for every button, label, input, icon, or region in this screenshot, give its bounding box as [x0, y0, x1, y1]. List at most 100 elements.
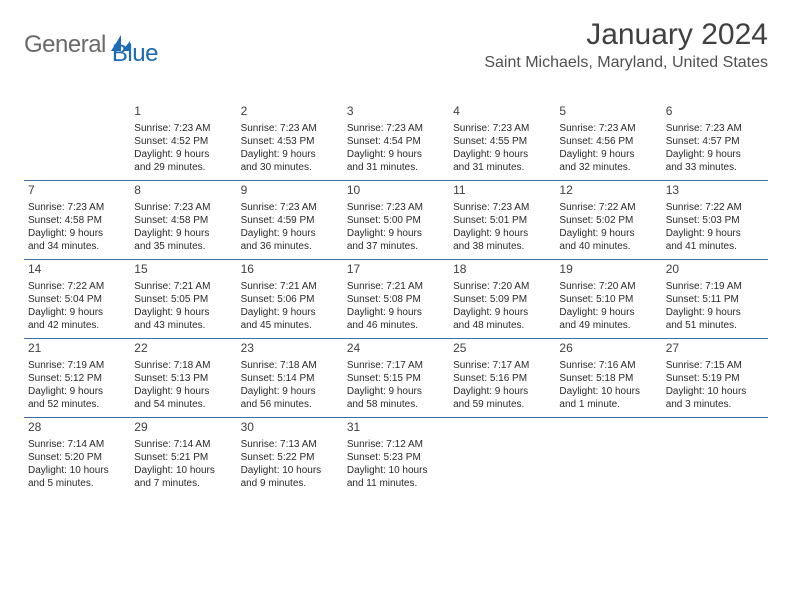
day-info-line: Sunset: 5:02 PM [559, 214, 657, 227]
day-number: 17 [347, 262, 445, 278]
day-cell: 12Sunrise: 7:22 AMSunset: 5:02 PMDayligh… [555, 181, 661, 259]
day-info-line: Sunset: 4:56 PM [559, 135, 657, 148]
day-header: Friday [555, 80, 661, 102]
day-cell: 31Sunrise: 7:12 AMSunset: 5:23 PMDayligh… [343, 418, 449, 496]
day-info-line: Sunset: 5:01 PM [453, 214, 551, 227]
day-info-line: and 45 minutes. [241, 319, 339, 332]
day-info-line: Sunset: 5:21 PM [134, 451, 232, 464]
day-info-line: Sunset: 4:55 PM [453, 135, 551, 148]
day-info-line: and 41 minutes. [666, 240, 764, 253]
day-info-line: Sunset: 4:53 PM [241, 135, 339, 148]
day-cell: 28Sunrise: 7:14 AMSunset: 5:20 PMDayligh… [24, 418, 130, 496]
day-info-line: Sunrise: 7:18 AM [241, 359, 339, 372]
day-number: 31 [347, 420, 445, 436]
day-number: 13 [666, 183, 764, 199]
day-info-line: Sunset: 5:19 PM [666, 372, 764, 385]
day-info-line: Daylight: 10 hours [347, 464, 445, 477]
day-header: Monday [130, 80, 236, 102]
day-cell: 18Sunrise: 7:20 AMSunset: 5:09 PMDayligh… [449, 260, 555, 338]
day-info-line: Daylight: 9 hours [559, 227, 657, 240]
day-info-line: Daylight: 9 hours [241, 385, 339, 398]
day-number: 2 [241, 104, 339, 120]
day-info-line: Daylight: 9 hours [347, 148, 445, 161]
day-info-line: Sunrise: 7:14 AM [134, 438, 232, 451]
logo-text-general: General [24, 31, 106, 59]
day-info-line: Daylight: 9 hours [28, 227, 126, 240]
day-info-line: Sunrise: 7:23 AM [347, 122, 445, 135]
day-info-line: and 59 minutes. [453, 398, 551, 411]
day-info-line: Sunset: 4:59 PM [241, 214, 339, 227]
day-cell: 15Sunrise: 7:21 AMSunset: 5:05 PMDayligh… [130, 260, 236, 338]
day-info-line: Sunrise: 7:18 AM [134, 359, 232, 372]
day-info-line: and 1 minute. [559, 398, 657, 411]
day-cell: 17Sunrise: 7:21 AMSunset: 5:08 PMDayligh… [343, 260, 449, 338]
day-number: 27 [666, 341, 764, 357]
day-info-line: Sunset: 5:12 PM [28, 372, 126, 385]
header: General Blue January 2024 Saint Michaels… [24, 18, 768, 72]
day-info-line: Sunrise: 7:21 AM [134, 280, 232, 293]
day-cell: 21Sunrise: 7:19 AMSunset: 5:12 PMDayligh… [24, 339, 130, 417]
day-info-line: Sunrise: 7:23 AM [134, 122, 232, 135]
day-number: 16 [241, 262, 339, 278]
day-info-line: Daylight: 9 hours [666, 227, 764, 240]
day-header: Thursday [449, 80, 555, 102]
day-info-line: Sunrise: 7:20 AM [453, 280, 551, 293]
day-number: 22 [134, 341, 232, 357]
day-cell: 20Sunrise: 7:19 AMSunset: 5:11 PMDayligh… [662, 260, 768, 338]
day-info-line: and 42 minutes. [28, 319, 126, 332]
day-info-line: Daylight: 9 hours [241, 148, 339, 161]
day-info-line: Sunset: 5:04 PM [28, 293, 126, 306]
day-info-line: and 58 minutes. [347, 398, 445, 411]
day-cell: 13Sunrise: 7:22 AMSunset: 5:03 PMDayligh… [662, 181, 768, 259]
day-cell: 22Sunrise: 7:18 AMSunset: 5:13 PMDayligh… [130, 339, 236, 417]
day-cell: 6Sunrise: 7:23 AMSunset: 4:57 PMDaylight… [662, 102, 768, 180]
day-info-line: Sunrise: 7:17 AM [453, 359, 551, 372]
day-number: 18 [453, 262, 551, 278]
day-cell: 4 Sunrise: 7:23 AMSunset: 4:55 PMDaylight… [449, 102, 555, 180]
day-info-line: and 31 minutes. [453, 161, 551, 174]
day-cell: 3Sunrise: 7:23 AMSunset: 4:54 PMDaylight… [343, 102, 449, 180]
day-info-line: Sunset: 4:58 PM [134, 214, 232, 227]
day-number: 28 [28, 420, 126, 436]
day-info-line: Sunset: 5:13 PM [134, 372, 232, 385]
calendar-week: 1Sunrise: 7:23 AMSunset: 4:52 PMDaylight… [24, 102, 768, 180]
day-cell: 25Sunrise: 7:17 AMSunset: 5:16 PMDayligh… [449, 339, 555, 417]
day-header: Saturday [662, 80, 768, 102]
calendar-week: 14Sunrise: 7:22 AMSunset: 5:04 PMDayligh… [24, 259, 768, 338]
day-headers-row: SundayMondayTuesdayWednesdayThursdayFrid… [24, 80, 768, 102]
day-info-line: and 3 minutes. [666, 398, 764, 411]
day-number: 4 [453, 104, 551, 120]
day-info-line: Sunrise: 7:23 AM [241, 201, 339, 214]
day-cell: 2 Sunrise: 7:23 AMSunset: 4:53 PMDaylight… [237, 102, 343, 180]
day-number: 24 [347, 341, 445, 357]
day-info-line: Sunrise: 7:23 AM [28, 201, 126, 214]
day-cell [555, 418, 661, 496]
day-info-line: and 32 minutes. [559, 161, 657, 174]
day-info-line: and 11 minutes. [347, 477, 445, 490]
day-info-line: Daylight: 9 hours [241, 227, 339, 240]
day-info-line: Sunrise: 7:21 AM [241, 280, 339, 293]
day-info-line: Sunset: 5:23 PM [347, 451, 445, 464]
day-info-line: Sunset: 5:14 PM [241, 372, 339, 385]
day-info-line: and 5 minutes. [28, 477, 126, 490]
day-info-line: and 40 minutes. [559, 240, 657, 253]
day-info-line: Sunset: 5:10 PM [559, 293, 657, 306]
day-info-line: and 29 minutes. [134, 161, 232, 174]
day-cell: 19Sunrise: 7:20 AMSunset: 5:10 PMDayligh… [555, 260, 661, 338]
day-number: 14 [28, 262, 126, 278]
day-info-line: Sunrise: 7:23 AM [559, 122, 657, 135]
day-number: 25 [453, 341, 551, 357]
day-info-line: Daylight: 9 hours [453, 227, 551, 240]
day-info-line: Sunrise: 7:23 AM [453, 122, 551, 135]
day-cell: 26Sunrise: 7:16 AMSunset: 5:18 PMDayligh… [555, 339, 661, 417]
day-info-line: Daylight: 9 hours [453, 148, 551, 161]
day-info-line: and 56 minutes. [241, 398, 339, 411]
day-info-line: Daylight: 9 hours [134, 148, 232, 161]
day-info-line: and 37 minutes. [347, 240, 445, 253]
day-info-line: Sunrise: 7:23 AM [241, 122, 339, 135]
day-info-line: and 43 minutes. [134, 319, 232, 332]
day-info-line: Daylight: 10 hours [559, 385, 657, 398]
day-cell: 7Sunrise: 7:23 AMSunset: 4:58 PMDaylight… [24, 181, 130, 259]
day-header: Wednesday [343, 80, 449, 102]
day-info-line: and 7 minutes. [134, 477, 232, 490]
